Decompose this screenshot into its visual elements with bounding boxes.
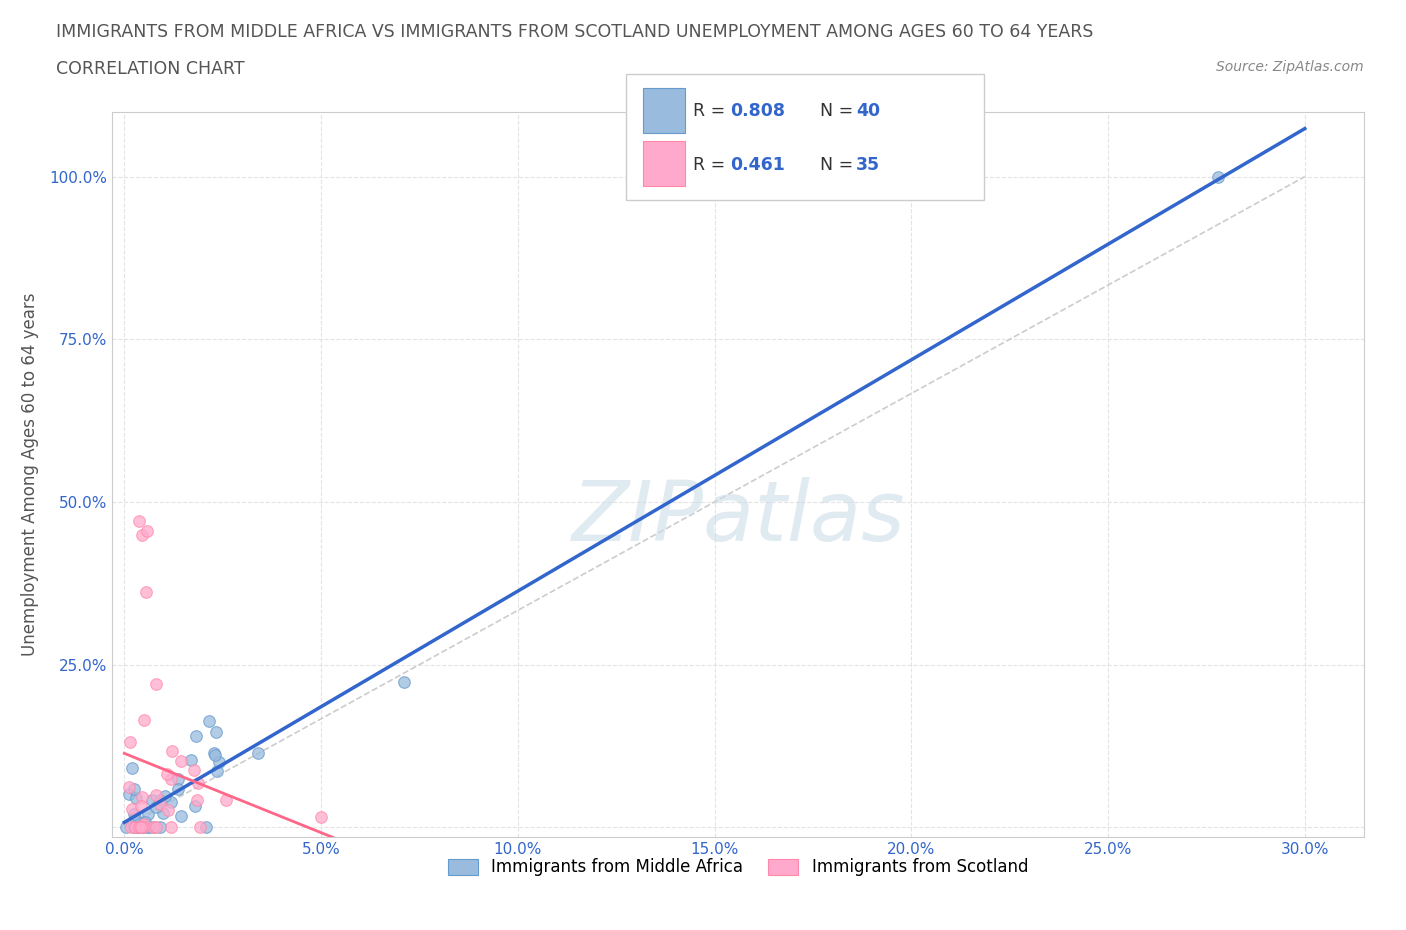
Point — [309, 809, 332, 824]
Point — [145, 677, 167, 692]
Text: R =: R = — [693, 101, 731, 120]
Text: 0.461: 0.461 — [730, 155, 785, 174]
Point — [131, 816, 153, 830]
Point — [135, 524, 157, 538]
Point — [149, 796, 172, 811]
Point — [153, 789, 176, 804]
Legend: Immigrants from Middle Africa, Immigrants from Scotland: Immigrants from Middle Africa, Immigrant… — [441, 852, 1035, 883]
Point — [195, 819, 218, 834]
Point — [159, 795, 181, 810]
Point — [148, 792, 170, 807]
Point — [215, 792, 238, 807]
Text: N =: N = — [820, 155, 859, 174]
Point — [392, 674, 415, 689]
Point — [167, 771, 190, 786]
Point — [128, 513, 150, 528]
Text: 35: 35 — [856, 155, 880, 174]
Point — [135, 820, 157, 835]
Point — [132, 820, 155, 835]
Point — [138, 820, 160, 835]
Point — [129, 799, 152, 814]
Point — [136, 806, 159, 821]
Point — [124, 807, 146, 822]
Point — [170, 809, 193, 824]
Point — [134, 815, 156, 830]
Point — [128, 820, 150, 835]
Point — [131, 790, 153, 804]
Point — [120, 820, 142, 835]
Point — [208, 754, 231, 769]
Text: ZIPatlas: ZIPatlas — [571, 477, 905, 558]
Point — [145, 820, 167, 835]
Text: N =: N = — [820, 101, 859, 120]
Point — [159, 771, 181, 786]
Point — [121, 802, 143, 817]
Point — [204, 748, 226, 763]
Point — [180, 752, 202, 767]
Point — [183, 763, 205, 777]
Point — [205, 764, 228, 778]
Point — [187, 776, 209, 790]
Point — [131, 527, 153, 542]
Point — [128, 820, 150, 835]
Text: Source: ZipAtlas.com: Source: ZipAtlas.com — [1216, 60, 1364, 74]
Point — [131, 819, 153, 834]
Point — [118, 779, 141, 794]
Text: IMMIGRANTS FROM MIDDLE AFRICA VS IMMIGRANTS FROM SCOTLAND UNEMPLOYMENT AMONG AGE: IMMIGRANTS FROM MIDDLE AFRICA VS IMMIGRA… — [56, 23, 1094, 41]
Point — [156, 803, 179, 817]
Point — [135, 585, 157, 600]
Point — [132, 817, 155, 831]
Y-axis label: Unemployment Among Ages 60 to 64 years: Unemployment Among Ages 60 to 64 years — [21, 293, 38, 656]
Point — [197, 713, 219, 728]
Point — [128, 820, 150, 835]
Point — [124, 820, 146, 835]
Point — [131, 820, 153, 835]
Point — [125, 791, 148, 806]
Point — [115, 820, 138, 835]
Point — [134, 713, 156, 728]
Point — [202, 745, 225, 760]
Point — [124, 781, 146, 796]
Point — [127, 820, 149, 835]
Point — [143, 820, 166, 835]
Point — [170, 753, 193, 768]
Point — [247, 746, 270, 761]
Point — [162, 743, 184, 758]
Point — [118, 735, 141, 750]
Text: R =: R = — [693, 155, 731, 174]
Point — [149, 820, 172, 835]
Point — [145, 800, 167, 815]
Point — [184, 798, 207, 813]
Point — [142, 820, 165, 835]
Point — [188, 820, 211, 835]
Point — [145, 788, 167, 803]
Point — [152, 805, 174, 820]
Point — [186, 792, 208, 807]
Point — [121, 761, 143, 776]
Point — [184, 728, 207, 743]
Point — [124, 810, 146, 825]
Point — [1206, 169, 1229, 184]
Text: 40: 40 — [856, 101, 880, 120]
Text: 0.808: 0.808 — [730, 101, 785, 120]
Point — [204, 724, 226, 739]
Point — [159, 820, 181, 835]
Point — [167, 782, 190, 797]
Point — [117, 787, 139, 802]
Point — [124, 820, 146, 835]
Text: CORRELATION CHART: CORRELATION CHART — [56, 60, 245, 78]
Point — [156, 767, 179, 782]
Point — [141, 793, 163, 808]
Point — [129, 820, 152, 835]
